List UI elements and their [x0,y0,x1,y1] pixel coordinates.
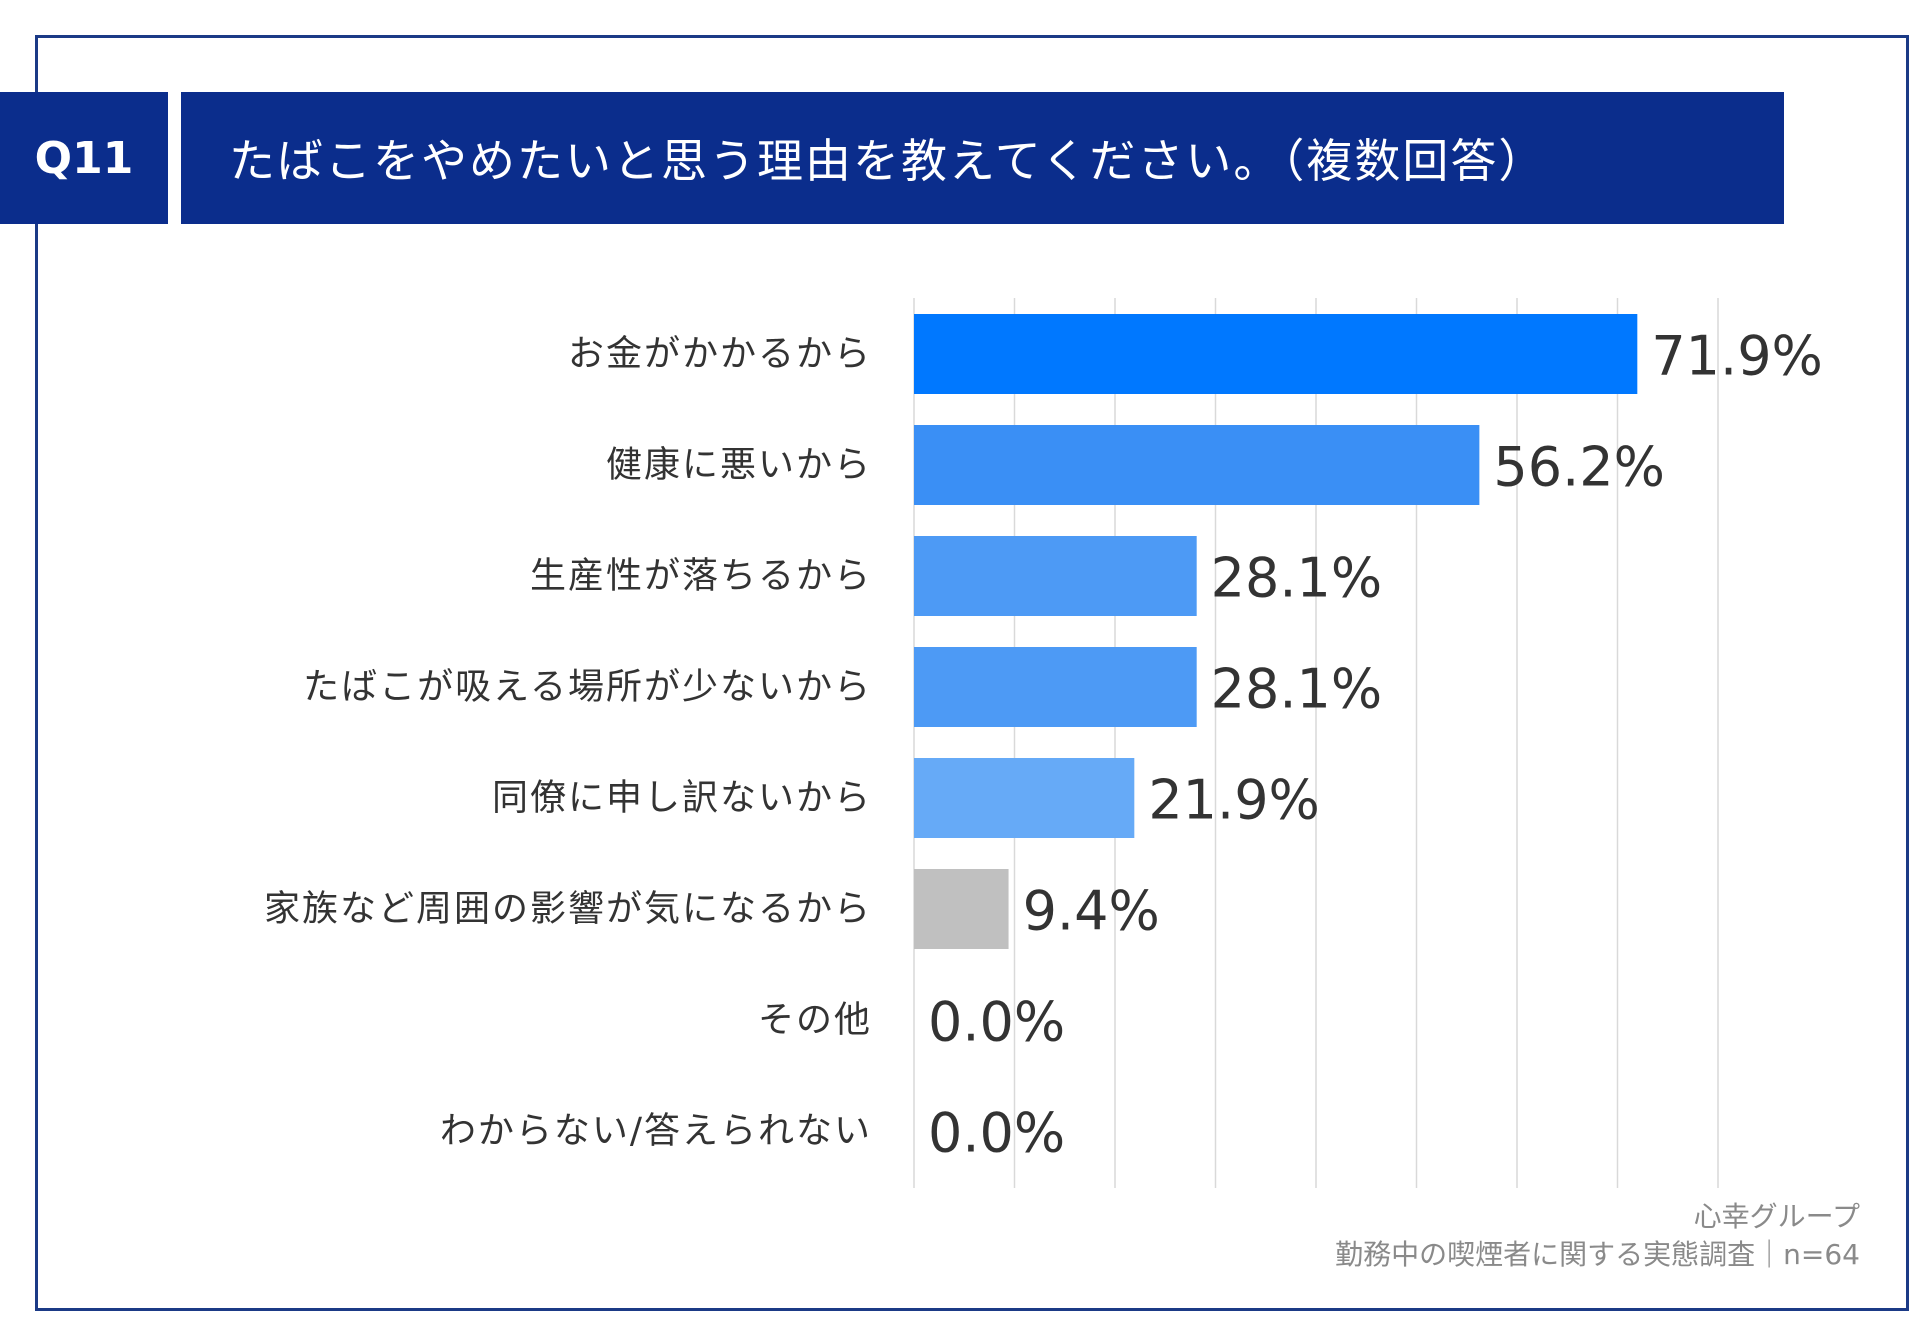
value-label: 9.4% [1023,880,1160,943]
source-survey: 勤務中の喫煙者に関する実態調査｜n=64 [1335,1238,1860,1271]
value-label: 28.1% [1211,658,1383,721]
category-label: お金がかかるから [568,334,872,375]
bar [914,647,1197,727]
category-label: その他 [758,1000,872,1041]
bar [914,536,1197,616]
value-label: 71.9% [1651,325,1823,388]
question-number-badge: Q11 [0,92,168,224]
bar [914,425,1480,505]
bar [914,869,1009,949]
bar [914,758,1135,838]
source-footer: 心幸グループ 勤務中の喫煙者に関する実態調査｜n=64 [1335,1198,1860,1274]
chart-frame [35,35,1909,1311]
category-label: たばこが吸える場所が少ないから [303,667,872,708]
category-label: わからない/答えられない [440,1111,872,1152]
category-label: 家族など周囲の影響が気になるから [264,889,872,930]
source-company: 心幸グループ [1693,1200,1860,1233]
question-title: たばこをやめたいと思う理由を教えてください。（複数回答） [181,92,1784,224]
value-label: 21.9% [1148,769,1320,832]
value-label: 0.0% [928,1102,1065,1165]
category-label: 健康に悪いから [606,445,872,486]
value-label: 28.1% [1211,547,1383,610]
value-label: 0.0% [928,991,1065,1054]
category-label: 生産性が落ちるから [530,556,872,597]
value-label: 56.2% [1493,436,1665,499]
category-label: 同僚に申し訳ないから [492,778,872,819]
bar [914,314,1638,394]
